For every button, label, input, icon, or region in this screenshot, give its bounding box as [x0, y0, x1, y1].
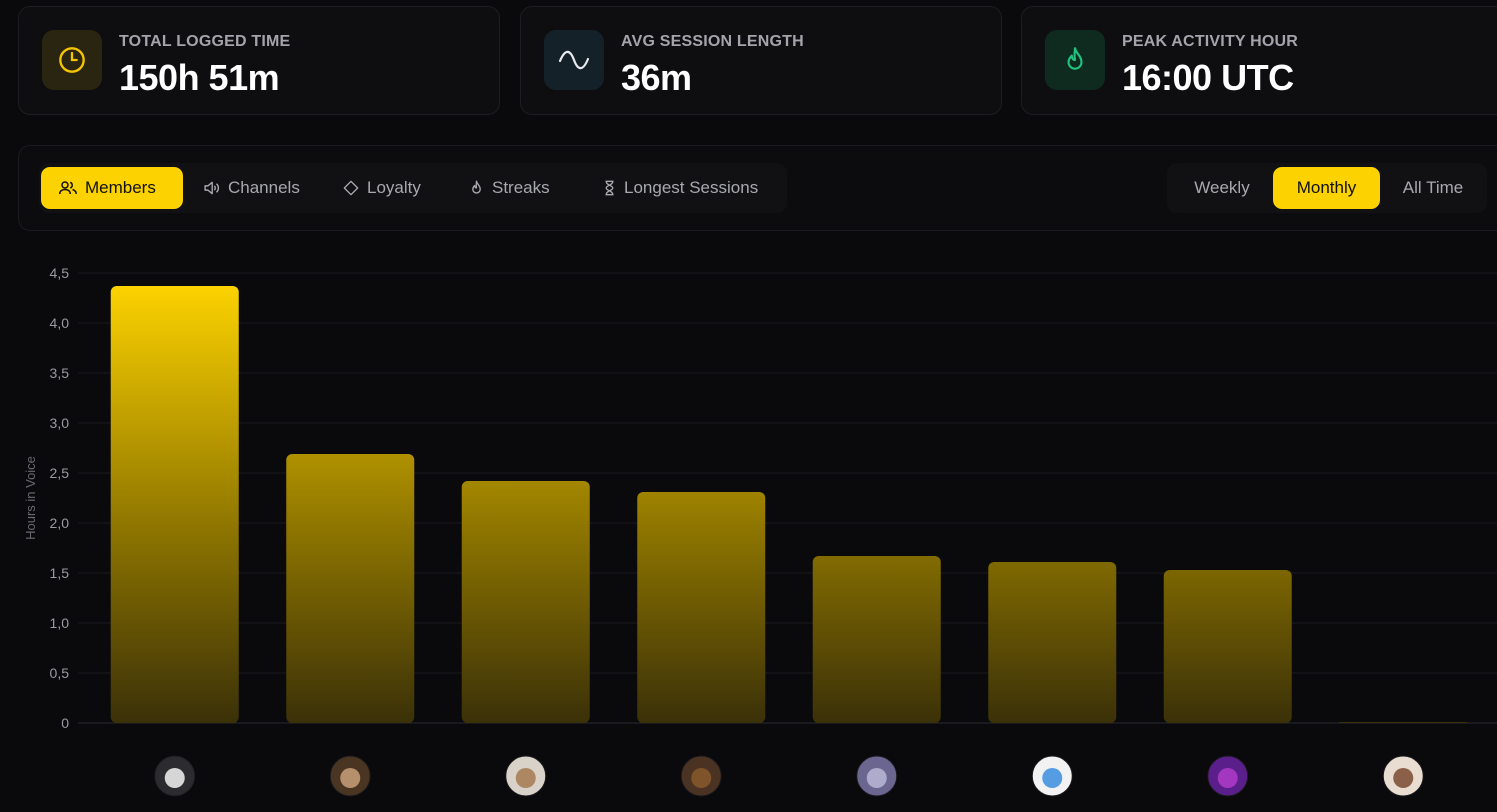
- period-all-time[interactable]: All Time: [1402, 178, 1464, 197]
- stat-card-avg-session-length: AVG SESSION LENGTH 36m: [520, 6, 1002, 115]
- tab-label: Members: [85, 178, 156, 197]
- tab-label: Channels: [228, 178, 300, 197]
- bar-member-2[interactable]: [286, 454, 415, 723]
- stat-card-peak-activity-hour: PEAK ACTIVITY HOUR 16:00 UTC: [1021, 6, 1497, 115]
- avatar-member-8[interactable]: [1382, 755, 1424, 797]
- avatar-member-7[interactable]: [1207, 755, 1249, 797]
- hourglass-icon: [605, 180, 614, 196]
- stat-value: 36m: [621, 57, 692, 98]
- tab-longest-sessions[interactable]: Longest Sessions: [585, 167, 785, 209]
- speaker-icon: [204, 181, 220, 195]
- members-icon: [59, 181, 77, 195]
- flame-icon: [472, 180, 481, 194]
- stat-value: 150h 51m: [119, 57, 280, 98]
- avatar-member-3[interactable]: [505, 755, 547, 797]
- flame-icon: [1045, 30, 1105, 90]
- tab-channels[interactable]: Channels: [185, 167, 315, 209]
- y-tick-label: 1,0: [50, 615, 70, 631]
- stat-card-total-logged-time: TOTAL LOGGED TIME 150h 51m: [18, 6, 500, 115]
- bar-member-6[interactable]: [988, 562, 1117, 723]
- bar-member-8[interactable]: [1339, 722, 1468, 723]
- diamond-icon: [343, 180, 359, 196]
- tab-streaks[interactable]: Streaks: [451, 167, 567, 209]
- avatar-member-6[interactable]: [1031, 755, 1073, 797]
- period-weekly[interactable]: Weekly: [1194, 178, 1250, 197]
- y-tick-label: 3,0: [50, 415, 70, 431]
- y-tick-label: 4,0: [50, 315, 70, 331]
- stat-value: 16:00 UTC: [1122, 57, 1294, 98]
- bar-member-7[interactable]: [1163, 570, 1292, 723]
- member-hours-bar-chart: Hours in Voice 0 0,5 1,0 1,5 2,0 2,5 3,0 3,5 4,0…: [23, 265, 1497, 797]
- stat-label: AVG SESSION LENGTH: [621, 33, 804, 50]
- stat-label: PEAK ACTIVITY HOUR: [1122, 33, 1299, 50]
- period-monthly[interactable]: Monthly: [1273, 167, 1380, 209]
- avatar-member-2[interactable]: [329, 755, 371, 797]
- tab-label: Longest Sessions: [624, 178, 759, 197]
- wave-icon: [544, 30, 604, 90]
- tab-label: Loyalty: [367, 178, 421, 197]
- y-tick-label: 2,5: [50, 465, 70, 481]
- y-tick-label: 1,5: [50, 565, 70, 581]
- bar-member-4[interactable]: [637, 492, 766, 723]
- y-tick-label: 4,5: [50, 265, 70, 281]
- bar-member-3[interactable]: [461, 481, 590, 723]
- clock-icon: [42, 30, 102, 90]
- y-tick-label: 0,5: [50, 665, 70, 681]
- avatar-member-5[interactable]: [856, 755, 898, 797]
- y-tick-label: 2,0: [50, 515, 70, 531]
- category-tab-group: Members Channels Loyalty Streaks Longest…: [39, 163, 787, 213]
- period-selector: Weekly Monthly All Time: [1167, 163, 1487, 213]
- y-tick-label: 0: [61, 715, 69, 731]
- avatar-member-4[interactable]: [680, 755, 722, 797]
- bar-member-1[interactable]: [110, 286, 239, 723]
- tab-panel: Members Channels Loyalty Streaks Longest…: [18, 145, 1497, 231]
- tab-members[interactable]: Members: [41, 167, 183, 209]
- bar-member-5[interactable]: [812, 556, 941, 723]
- stat-label: TOTAL LOGGED TIME: [119, 33, 291, 50]
- y-axis-title: Hours in Voice: [23, 456, 38, 540]
- tab-label: Streaks: [492, 178, 550, 197]
- y-tick-label: 3,5: [50, 365, 70, 381]
- tab-loyalty[interactable]: Loyalty: [325, 167, 441, 209]
- avatar-member-1[interactable]: [154, 755, 196, 797]
